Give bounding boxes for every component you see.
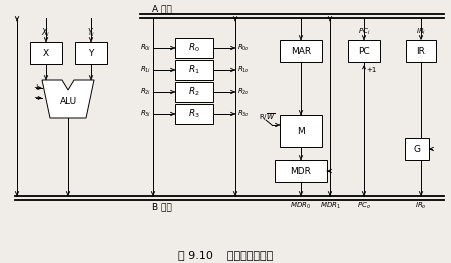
Text: $PC_o$: $PC_o$ <box>356 201 370 211</box>
Polygon shape <box>42 80 94 118</box>
Text: A 总线: A 总线 <box>152 4 171 13</box>
Bar <box>175 104 212 124</box>
Text: ALU: ALU <box>59 98 76 107</box>
Text: Y: Y <box>88 48 93 58</box>
Text: −: − <box>33 94 40 103</box>
Bar <box>405 40 435 62</box>
Bar <box>175 60 212 80</box>
Text: $PC_i$: $PC_i$ <box>357 27 369 37</box>
Text: 图 9.10    双总线结构示意: 图 9.10 双总线结构示意 <box>178 250 273 260</box>
Text: $R_0$: $R_0$ <box>188 42 199 54</box>
Text: $Y_i$: $Y_i$ <box>87 27 95 39</box>
Bar <box>175 38 212 58</box>
Text: G: G <box>413 144 419 154</box>
Text: IR: IR <box>416 47 424 55</box>
Bar <box>30 42 62 64</box>
Text: PC: PC <box>357 47 369 55</box>
Text: MAR: MAR <box>290 47 310 55</box>
Bar <box>274 160 326 182</box>
Text: +: + <box>33 83 40 93</box>
Text: $R_2$: $R_2$ <box>188 86 199 98</box>
Text: +1: +1 <box>365 67 376 73</box>
Text: $R_{2o}$: $R_{2o}$ <box>236 87 249 97</box>
Text: $IR_i$: $IR_i$ <box>415 27 425 37</box>
Text: R/$\overline{W}$: R/$\overline{W}$ <box>258 111 274 123</box>
Text: $IR_o$: $IR_o$ <box>414 201 426 211</box>
Text: $X_i$: $X_i$ <box>41 27 51 39</box>
Text: $R_{1o}$: $R_{1o}$ <box>236 65 249 75</box>
Text: $R_{0o}$: $R_{0o}$ <box>236 43 249 53</box>
Bar <box>347 40 379 62</box>
Bar <box>404 138 428 160</box>
Text: $MDR_1$: $MDR_1$ <box>319 201 340 211</box>
Text: $R_{1i}$: $R_{1i}$ <box>139 65 151 75</box>
Text: M: M <box>296 127 304 135</box>
Bar <box>279 40 321 62</box>
Text: $R_{3i}$: $R_{3i}$ <box>139 109 151 119</box>
Bar <box>175 82 212 102</box>
Text: B 总线: B 总线 <box>152 202 171 211</box>
Text: MDR: MDR <box>290 166 311 175</box>
Bar <box>279 115 321 147</box>
Bar <box>75 42 107 64</box>
Text: $R_{3o}$: $R_{3o}$ <box>236 109 249 119</box>
Text: $R_3$: $R_3$ <box>188 108 199 120</box>
Text: $R_{0i}$: $R_{0i}$ <box>139 43 151 53</box>
Text: $R_{2i}$: $R_{2i}$ <box>139 87 151 97</box>
Text: X: X <box>43 48 49 58</box>
Text: $MDR_0$: $MDR_0$ <box>290 201 311 211</box>
Text: $R_1$: $R_1$ <box>188 64 199 76</box>
